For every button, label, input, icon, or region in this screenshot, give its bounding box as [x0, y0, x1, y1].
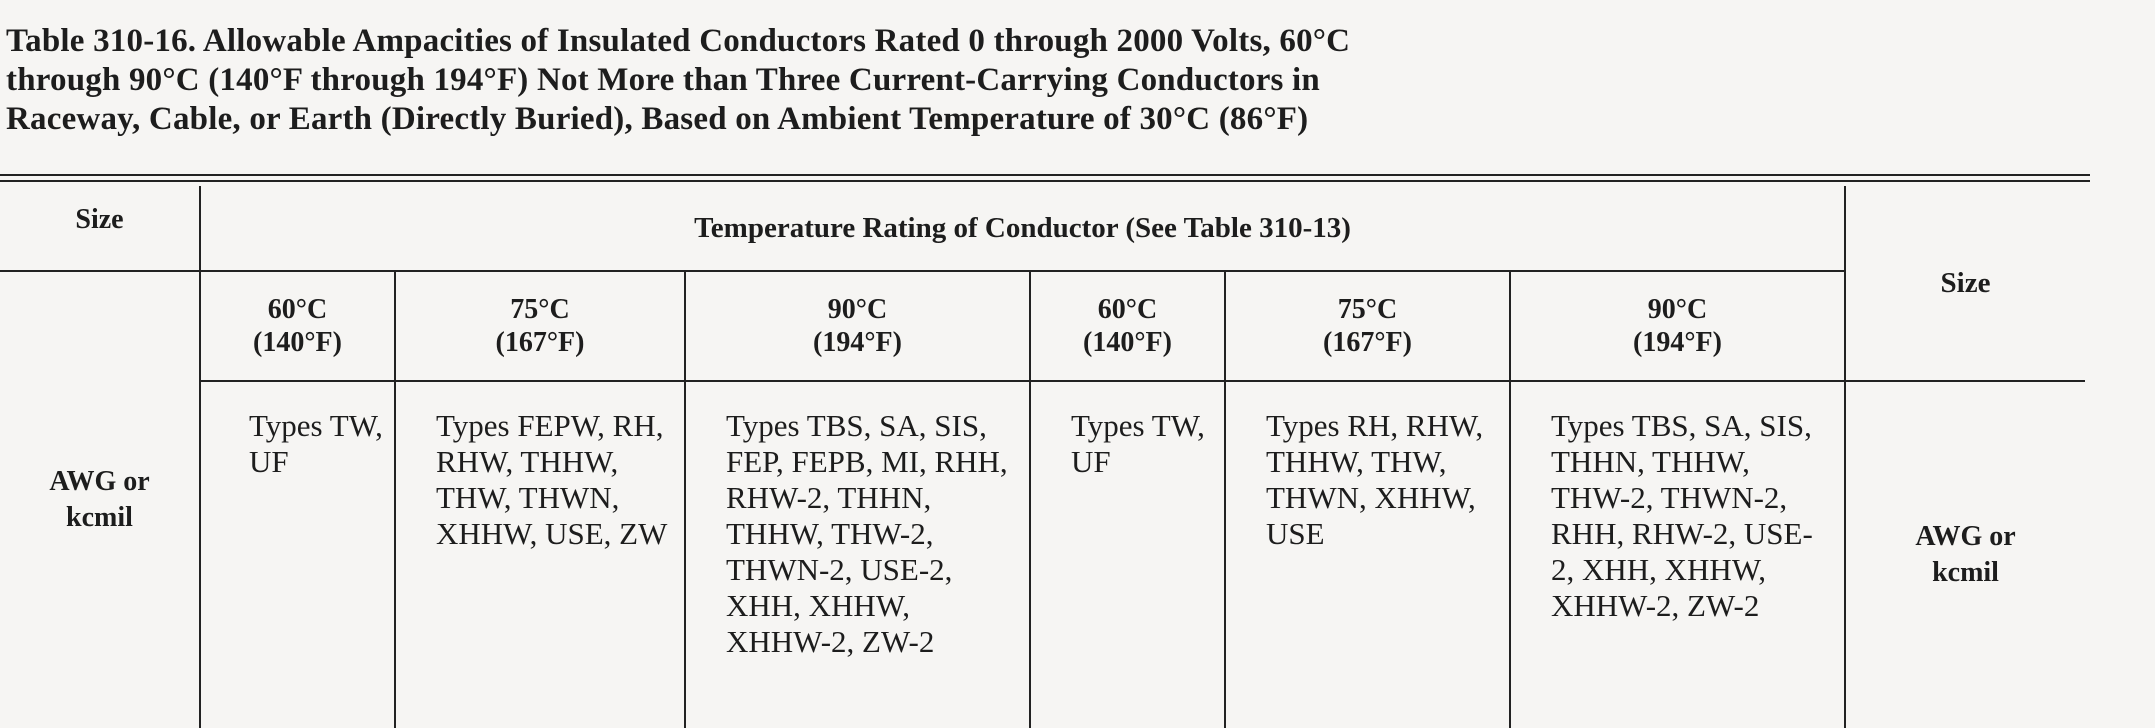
table-title: Table 310-16. Allowable Ampacities of In…	[6, 22, 1606, 139]
types-col-3: Types TBS, SA, SIS, FEP, FEPB, MI, RHH, …	[684, 380, 1031, 728]
temp-col-3-fahrenheit: (194°F)	[813, 327, 902, 358]
temp-col-4-header: 60°C (140°F)	[1029, 270, 1226, 382]
types-col-2: Types FEPW, RH, RHW, THHW, THW, THWN, XH…	[394, 380, 686, 728]
awg-left-line-1: AWG or	[49, 466, 150, 497]
top-rule-1	[0, 174, 2090, 176]
title-line-3: Raceway, Cable, or Earth (Directly Burie…	[6, 101, 1309, 137]
temp-col-4-celsius: 60°C	[1097, 294, 1158, 325]
temp-col-6-celsius: 90°C	[1647, 294, 1708, 325]
top-rule-2	[0, 180, 2090, 182]
ampacity-table: Size Temperature Rating of Conductor (Se…	[0, 186, 2086, 728]
temperature-rating-header: Temperature Rating of Conductor (See Tab…	[198, 186, 1847, 272]
awg-right-line-2: kcmil	[1932, 557, 1999, 588]
temp-col-3-celsius: 90°C	[827, 294, 888, 325]
title-line-2: through 90°C (140°F through 194°F) Not M…	[6, 62, 1320, 98]
temp-col-5-celsius: 75°C	[1337, 294, 1398, 325]
temp-col-4-fahrenheit: (140°F)	[1083, 327, 1172, 358]
temp-col-1-celsius: 60°C	[267, 294, 328, 325]
temp-col-3-header: 90°C (194°F)	[684, 270, 1031, 382]
temp-col-2-celsius: 75°C	[510, 294, 570, 325]
awg-right-line-1: AWG or	[1915, 521, 2016, 552]
awg-kcmil-right: AWG or kcmil	[1844, 380, 2086, 728]
awg-left-line-2: kcmil	[66, 502, 133, 533]
temp-col-2-fahrenheit: (167°F)	[495, 327, 585, 358]
types-col-4: Types TW, UF	[1029, 380, 1226, 728]
awg-kcmil-left: AWG or kcmil	[0, 270, 201, 728]
temp-col-1-header: 60°C (140°F)	[199, 270, 396, 382]
types-col-5: Types RH, RHW, THHW, THW, THWN, XHHW, US…	[1224, 380, 1511, 728]
temp-col-6-header: 90°C (194°F)	[1508, 270, 1847, 382]
temp-col-5-header: 75°C (167°F)	[1224, 270, 1511, 382]
types-col-6: Types TBS, SA, SIS, THHN, THHW, THW-2, T…	[1508, 380, 1847, 728]
size-header-right: Size	[1844, 186, 2086, 382]
types-col-1: Types TW, UF	[199, 380, 396, 728]
temp-col-5-fahrenheit: (167°F)	[1323, 327, 1412, 358]
title-line-1: Table 310-16. Allowable Ampacities of In…	[6, 23, 1351, 59]
temp-col-1-fahrenheit: (140°F)	[253, 327, 342, 358]
temp-col-2-header: 75°C (167°F)	[394, 270, 686, 382]
size-header-left: Size	[0, 186, 201, 272]
temp-col-6-fahrenheit: (194°F)	[1633, 327, 1722, 358]
